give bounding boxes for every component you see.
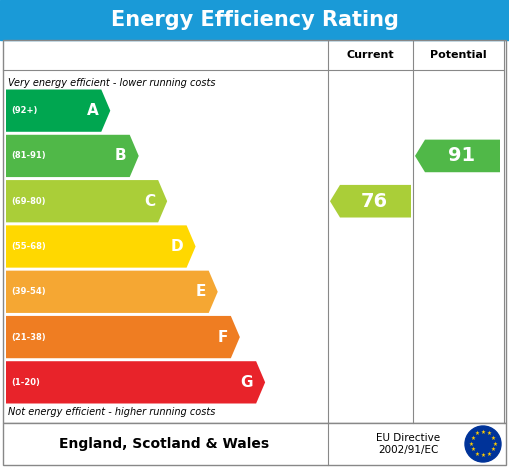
Text: D: D <box>171 239 184 254</box>
Text: Not energy efficient - higher running costs: Not energy efficient - higher running co… <box>8 407 215 417</box>
Text: ★: ★ <box>475 432 479 436</box>
Text: A: A <box>87 103 98 118</box>
Text: (69-80): (69-80) <box>11 197 45 206</box>
Text: (39-54): (39-54) <box>11 287 46 296</box>
Text: England, Scotland & Wales: England, Scotland & Wales <box>59 437 269 451</box>
Text: E: E <box>195 284 206 299</box>
Text: C: C <box>144 194 155 209</box>
Text: EU Directive: EU Directive <box>376 433 440 443</box>
Text: ★: ★ <box>492 441 497 446</box>
Text: 2002/91/EC: 2002/91/EC <box>378 445 438 455</box>
Text: Current: Current <box>347 50 394 60</box>
Polygon shape <box>330 185 411 218</box>
Text: ★: ★ <box>475 452 479 457</box>
Text: Potential: Potential <box>430 50 487 60</box>
Text: (1-20): (1-20) <box>11 378 40 387</box>
Text: (81-91): (81-91) <box>11 151 46 161</box>
Text: Very energy efficient - lower running costs: Very energy efficient - lower running co… <box>8 78 215 88</box>
Text: ★: ★ <box>487 452 491 457</box>
Text: ★: ★ <box>470 436 475 441</box>
Text: F: F <box>217 330 228 345</box>
Text: 91: 91 <box>448 147 475 165</box>
Text: ★: ★ <box>470 447 475 453</box>
Polygon shape <box>6 316 240 358</box>
Polygon shape <box>415 140 500 172</box>
Text: B: B <box>115 149 127 163</box>
Polygon shape <box>6 226 195 268</box>
Polygon shape <box>6 135 139 177</box>
Text: Energy Efficiency Rating: Energy Efficiency Rating <box>110 10 399 30</box>
Bar <box>3 40 506 423</box>
Text: ★: ★ <box>480 453 486 458</box>
Bar <box>3 423 506 465</box>
Polygon shape <box>6 90 110 132</box>
Text: ★: ★ <box>491 447 496 453</box>
Text: 76: 76 <box>361 192 388 211</box>
Text: ★: ★ <box>469 441 474 446</box>
Text: (55-68): (55-68) <box>11 242 46 251</box>
Text: ★: ★ <box>487 432 491 436</box>
Text: (92+): (92+) <box>11 106 37 115</box>
Polygon shape <box>6 271 218 313</box>
Text: (21-38): (21-38) <box>11 333 46 341</box>
Bar <box>0 0 509 40</box>
Circle shape <box>465 426 501 462</box>
Polygon shape <box>6 180 167 222</box>
Text: ★: ★ <box>480 430 486 435</box>
Text: G: G <box>241 375 253 390</box>
Text: ★: ★ <box>491 436 496 441</box>
Polygon shape <box>6 361 265 403</box>
